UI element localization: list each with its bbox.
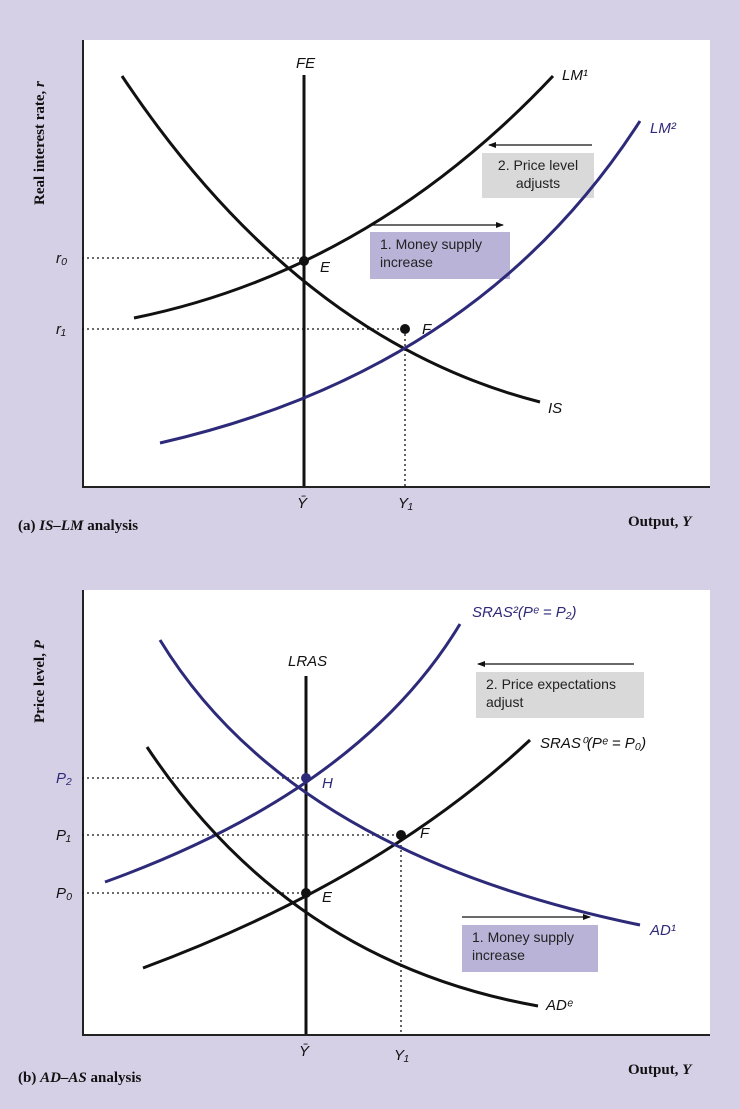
label-point-f-a: F	[422, 321, 432, 338]
curve-sras2	[104, 623, 462, 884]
tick-p2: P₂	[56, 770, 72, 787]
label-point-e-b: E	[322, 889, 333, 906]
point-e-b	[301, 888, 311, 898]
label-sras0: SRAS⁰(Pᵉ = P₀)	[540, 735, 646, 752]
curve-lm1	[133, 74, 555, 320]
label-ad1: AD¹	[649, 922, 676, 939]
label-point-h-b: H	[322, 775, 333, 792]
tick-y1-a: Y₁	[398, 495, 413, 512]
note-price-expectations-b: 2. Price expectations adjust	[476, 672, 644, 718]
point-e-a	[299, 256, 309, 266]
label-fe: FE	[296, 55, 316, 72]
tick-p1: P₁	[56, 827, 71, 844]
note-money-supply-b: 1. Money supply increase	[462, 925, 598, 972]
tick-y1-b: Y₁	[394, 1047, 409, 1064]
x-axis-label-a: Output, Y	[628, 514, 692, 530]
label-lras: LRAS	[288, 653, 327, 670]
tick-ybar-a: Ȳ	[297, 495, 308, 512]
label-is: IS	[548, 400, 562, 417]
label-lm1: LM¹	[562, 67, 588, 84]
curve-is	[120, 75, 541, 404]
label-sras2: SRAS²(Pᵉ = P₂)	[472, 604, 576, 621]
caption-b: (b) AD–AS analysis	[18, 1070, 142, 1086]
note-price-level-a: 2. Price level adjusts	[482, 153, 594, 198]
label-lm2: LM²	[650, 120, 677, 137]
curve-lm2	[159, 120, 642, 445]
tick-ybar-b: Ȳ	[299, 1043, 310, 1060]
label-point-e-a: E	[320, 259, 331, 276]
caption-a: (a) IS–LM analysis	[18, 518, 139, 534]
point-h-b	[301, 773, 311, 783]
curve-sras0	[142, 738, 532, 970]
curve-ad1	[158, 639, 641, 927]
label-ade: ADᵉ	[545, 997, 573, 1014]
point-f-b	[396, 830, 406, 840]
x-axis-label-b: Output, Y	[628, 1062, 692, 1078]
tick-r1: r₁	[56, 321, 66, 338]
note-money-supply-a: 1. Money supply increase	[370, 232, 510, 279]
tick-r0: r₀	[56, 250, 67, 267]
curve-ade	[145, 746, 539, 1008]
point-f-a	[400, 324, 410, 334]
tick-p0: P₀	[56, 885, 72, 902]
label-point-f-b: F	[420, 825, 430, 842]
